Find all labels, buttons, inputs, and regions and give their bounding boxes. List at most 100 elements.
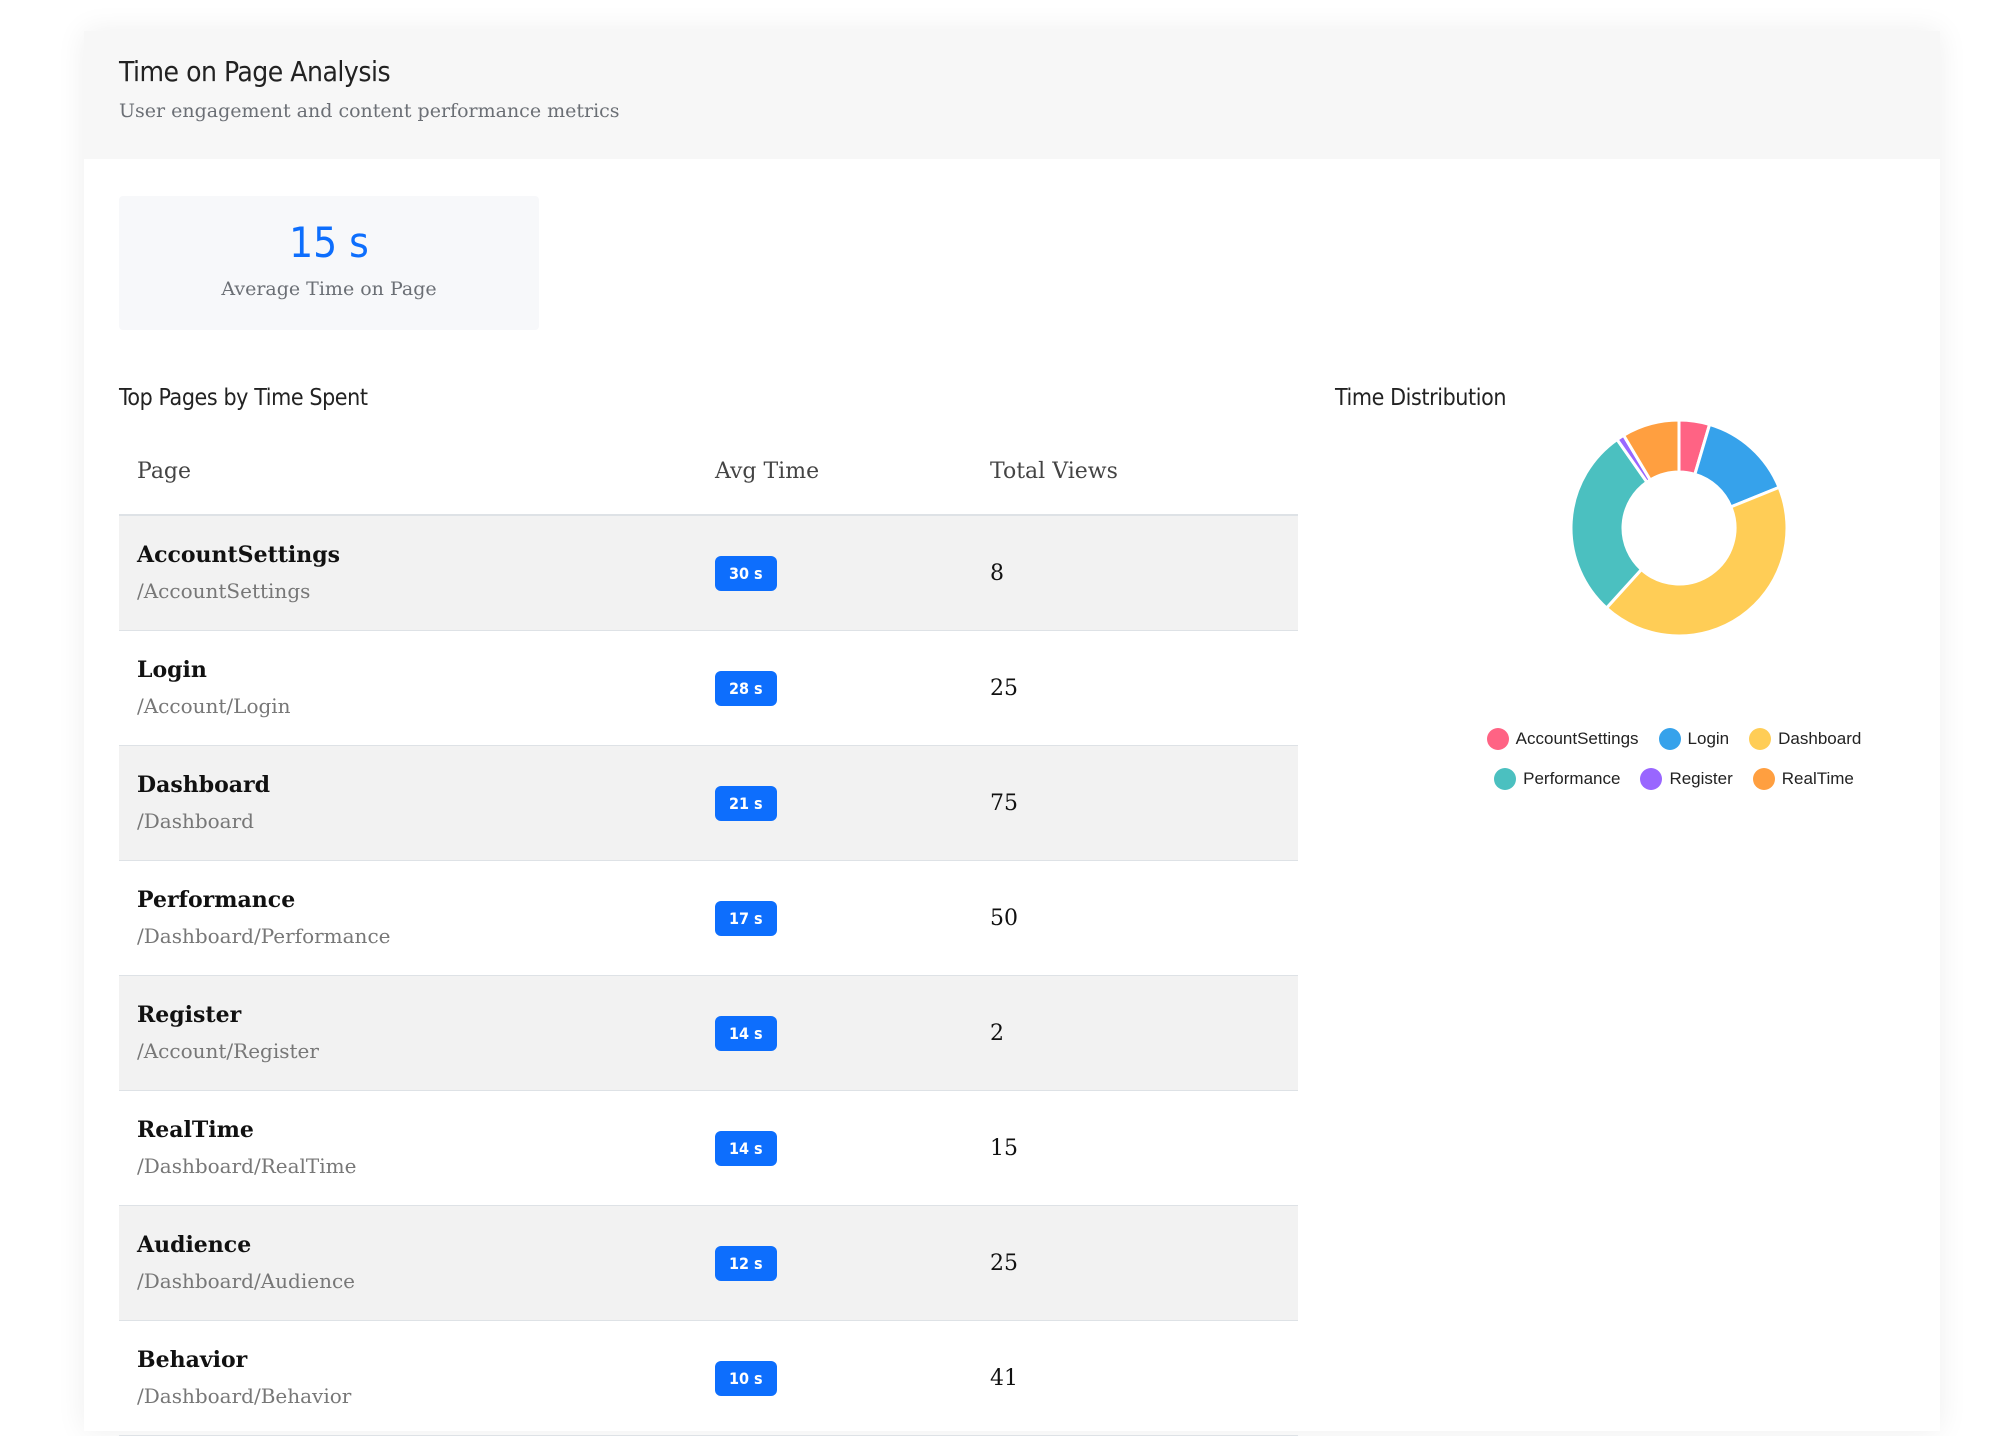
total-views: 25 bbox=[990, 1250, 1018, 1276]
views-cell: 25 bbox=[972, 1205, 1298, 1321]
page-path: /Account/Login bbox=[137, 694, 291, 718]
page-name: Performance bbox=[137, 887, 296, 913]
table-row: Login /Account/Login 28 s 25 bbox=[119, 630, 1298, 746]
page-name: RealTime bbox=[137, 1117, 254, 1143]
avg-time-badge: 12 s bbox=[715, 1245, 777, 1281]
page-name: AccountSettings bbox=[137, 542, 341, 568]
page-cell: Register /Account/Register bbox=[119, 975, 697, 1091]
metric-value: 15 s bbox=[289, 218, 369, 267]
page-cell: RealTime /Dashboard/RealTime bbox=[119, 1090, 697, 1206]
avg-time-cell: 12 s bbox=[697, 1205, 972, 1321]
legend-swatch bbox=[1749, 728, 1772, 750]
avg-time-badge: 28 s bbox=[715, 670, 777, 706]
slice-realtime[interactable] bbox=[1621, 418, 1681, 482]
legend-swatch bbox=[1640, 768, 1663, 790]
avg-time-badge: 14 s bbox=[715, 1130, 777, 1166]
metric-label: Average Time on Page bbox=[221, 278, 437, 300]
avg-time-badge: 17 s bbox=[715, 900, 777, 936]
top-pages-table: Page Avg Time Total Views AccountSetting… bbox=[119, 429, 1298, 1436]
table-row: Audience /Dashboard/Audience 12 s 25 bbox=[119, 1205, 1298, 1321]
views-cell: 2 bbox=[972, 975, 1298, 1091]
card-title: Time on Page Analysis bbox=[119, 55, 391, 88]
slice-dashboard[interactable] bbox=[1604, 485, 1789, 638]
page-name: Register bbox=[137, 1002, 242, 1028]
page-path: /Dashboard/Performance bbox=[137, 924, 391, 948]
average-time-metric: 15 s Average Time on Page bbox=[119, 196, 539, 330]
page-cell: Dashboard /Dashboard bbox=[119, 745, 697, 861]
legend-label: Performance bbox=[1523, 769, 1621, 788]
page-name: Login bbox=[137, 657, 207, 683]
views-cell: 41 bbox=[972, 1320, 1298, 1436]
page-name: Behavior bbox=[137, 1347, 248, 1373]
total-views: 2 bbox=[990, 1020, 1004, 1046]
legend-label: Login bbox=[1687, 729, 1730, 748]
legend-item[interactable]: Dashboard bbox=[1749, 728, 1861, 750]
legend-swatch bbox=[1658, 728, 1681, 750]
views-cell: 8 bbox=[972, 515, 1298, 631]
page-path: /Dashboard/Audience bbox=[137, 1269, 355, 1293]
legend-item[interactable]: RealTime bbox=[1752, 768, 1854, 790]
page-path: /Dashboard/RealTime bbox=[137, 1154, 357, 1178]
total-views: 8 bbox=[990, 560, 1004, 586]
column-header-total-views: Total Views bbox=[972, 429, 1298, 516]
legend-label: Dashboard bbox=[1778, 729, 1862, 748]
page-path: /Dashboard bbox=[137, 809, 254, 833]
total-views: 50 bbox=[990, 905, 1018, 931]
views-cell: 25 bbox=[972, 630, 1298, 746]
total-views: 15 bbox=[990, 1135, 1018, 1161]
page-name: Audience bbox=[137, 1232, 252, 1258]
avg-time-badge: 21 s bbox=[715, 785, 777, 821]
table-row: Register /Account/Register 14 s 2 bbox=[119, 975, 1298, 1091]
avg-time-cell: 30 s bbox=[697, 515, 972, 631]
page-cell: AccountSettings /AccountSettings bbox=[119, 515, 697, 631]
legend-label: AccountSettings bbox=[1515, 729, 1639, 748]
legend-item[interactable]: Register bbox=[1640, 768, 1733, 790]
legend-swatch bbox=[1486, 728, 1509, 750]
page-cell: Audience /Dashboard/Audience bbox=[119, 1205, 697, 1321]
column-header-page: Page bbox=[119, 429, 697, 516]
avg-time-cell: 14 s bbox=[697, 1090, 972, 1206]
views-cell: 75 bbox=[972, 745, 1298, 861]
legend-item[interactable]: Performance bbox=[1494, 768, 1620, 790]
table-row: Performance /Dashboard/Performance 17 s … bbox=[119, 860, 1298, 976]
legend-label: Register bbox=[1669, 769, 1733, 788]
avg-time-cell: 21 s bbox=[697, 745, 972, 861]
page-cell: Login /Account/Login bbox=[119, 630, 697, 746]
slice-performance[interactable] bbox=[1569, 437, 1649, 611]
page-cell: Behavior /Dashboard/Behavior bbox=[119, 1320, 697, 1436]
page-path: /AccountSettings bbox=[137, 579, 311, 603]
page-path: /Account/Register bbox=[137, 1039, 319, 1063]
avg-time-cell: 10 s bbox=[697, 1320, 972, 1436]
table-row: Dashboard /Dashboard 21 s 75 bbox=[119, 745, 1298, 861]
avg-time-cell: 17 s bbox=[697, 860, 972, 976]
card-subtitle: User engagement and content performance … bbox=[119, 100, 620, 122]
table-header-row: Page Avg Time Total Views bbox=[119, 429, 1298, 516]
avg-time-badge: 10 s bbox=[715, 1360, 777, 1396]
table-row: Behavior /Dashboard/Behavior 10 s 41 bbox=[119, 1320, 1298, 1436]
table-row: AccountSettings /AccountSettings 30 s 8 bbox=[119, 515, 1298, 631]
views-cell: 50 bbox=[972, 860, 1298, 976]
total-views: 41 bbox=[990, 1365, 1018, 1391]
page-name: Dashboard bbox=[137, 772, 270, 798]
avg-time-cell: 28 s bbox=[697, 630, 972, 746]
views-cell: 15 bbox=[972, 1090, 1298, 1206]
legend-swatch bbox=[1752, 768, 1775, 790]
page-path: /Dashboard/Behavior bbox=[137, 1384, 352, 1408]
time-on-page-card: Time on Page Analysis User engagement an… bbox=[84, 31, 1940, 1436]
time-distribution-chart bbox=[1569, 418, 1789, 638]
total-views: 25 bbox=[990, 675, 1018, 701]
chart-title: Time Distribution bbox=[1335, 385, 1507, 411]
total-views: 75 bbox=[990, 790, 1018, 816]
legend-label: RealTime bbox=[1781, 769, 1854, 788]
table-row: RealTime /Dashboard/RealTime 14 s 15 bbox=[119, 1090, 1298, 1206]
card-header: Time on Page Analysis User engagement an… bbox=[84, 31, 1940, 159]
avg-time-badge: 30 s bbox=[715, 555, 777, 591]
avg-time-badge: 14 s bbox=[715, 1015, 777, 1051]
legend-swatch bbox=[1494, 768, 1517, 790]
page-cell: Performance /Dashboard/Performance bbox=[119, 860, 697, 976]
legend-item[interactable]: AccountSettings bbox=[1486, 728, 1639, 750]
column-header-avg-time: Avg Time bbox=[697, 429, 972, 516]
legend-item[interactable]: Login bbox=[1658, 728, 1730, 750]
avg-time-cell: 14 s bbox=[697, 975, 972, 1091]
table-title: Top Pages by Time Spent bbox=[119, 385, 368, 411]
